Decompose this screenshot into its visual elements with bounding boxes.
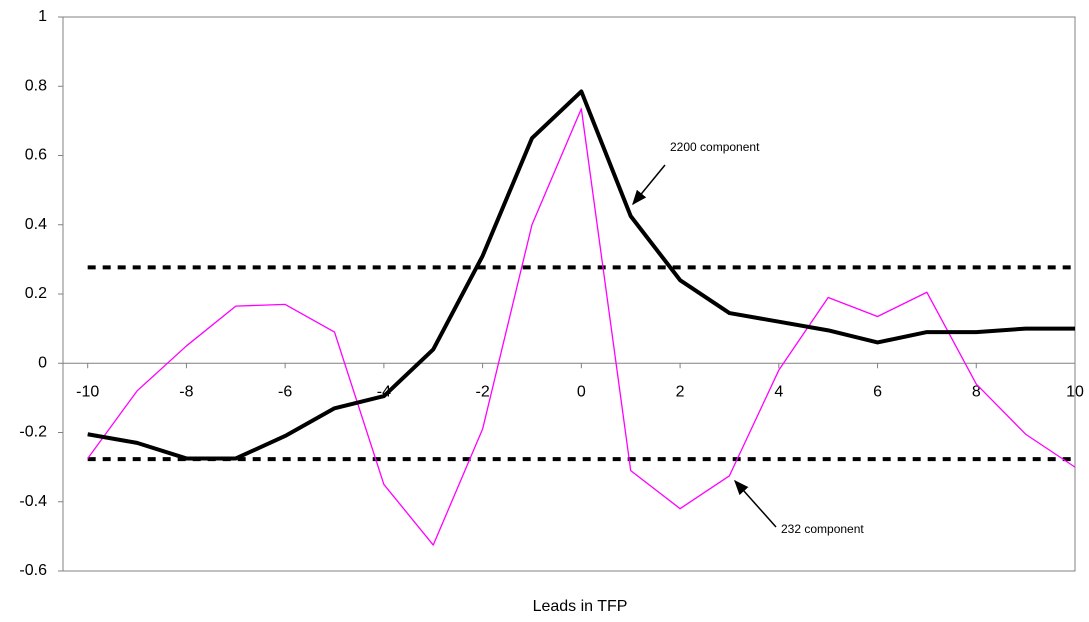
x-tick-label: 0 [577,383,586,400]
y-tick-label: 0.6 [25,147,47,164]
x-tick-label: 2 [676,383,685,400]
series-line [87,89,1075,461]
x-tick-label: 8 [972,383,981,400]
x-tick-label: 4 [774,383,783,400]
x-tick-label: -6 [278,383,292,400]
series-line [87,108,1076,546]
y-tick-label: 0.2 [25,285,47,302]
x-tick-label: -10 [76,383,99,400]
y-tick-label: -0.2 [19,424,47,441]
y-tick-label: 0 [38,354,47,371]
y-tick-label: 0.8 [25,77,47,94]
y-tick-label: -0.4 [19,493,47,510]
annotation-arrow [632,164,666,206]
x-tick-label: -2 [475,383,489,400]
x-axis-label: Leads in TFP [533,598,628,615]
x-tick-label: -8 [179,383,193,400]
annotation: 2200 component [670,140,760,154]
annotation-arrow [734,479,777,528]
y-tick-label: -0.6 [19,562,47,579]
y-tick-label: 1 [38,8,47,25]
x-tick-label: 10 [1066,383,1084,400]
x-tick-label: 6 [873,383,882,400]
y-tick-label: 0.4 [25,216,47,233]
annotation: 232 component [781,522,864,536]
